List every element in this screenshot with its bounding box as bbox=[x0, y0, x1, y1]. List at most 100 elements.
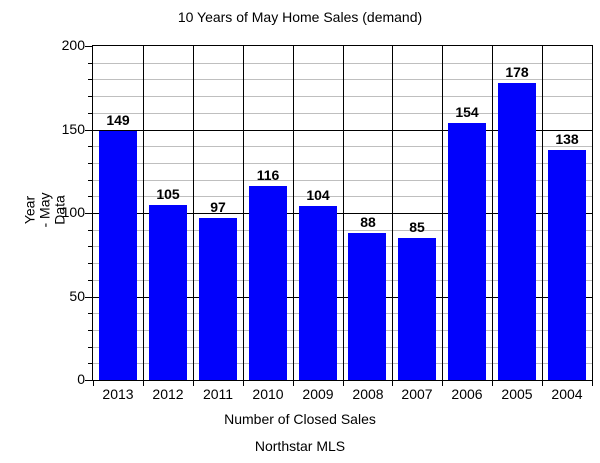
x-tick-label-2008: 2008 bbox=[352, 386, 384, 402]
y-tick-label: 150 bbox=[61, 121, 85, 137]
category-gridline bbox=[492, 46, 493, 380]
minor-gridline bbox=[93, 230, 592, 231]
minor-gridline bbox=[93, 146, 592, 147]
minor-gridline bbox=[93, 96, 592, 97]
minor-gridline bbox=[93, 246, 592, 247]
x-tick bbox=[592, 381, 593, 386]
bar-2005 bbox=[498, 83, 536, 380]
minor-gridline bbox=[93, 196, 592, 197]
y-minor-tick bbox=[88, 363, 93, 364]
y-major-tick bbox=[85, 297, 93, 298]
bar-value-label: 105 bbox=[156, 186, 180, 202]
bar-2010 bbox=[249, 186, 287, 380]
major-gridline bbox=[93, 297, 592, 298]
bar-value-label: 149 bbox=[106, 112, 130, 128]
y-major-tick bbox=[85, 213, 93, 214]
y-tick-label: 50 bbox=[69, 288, 85, 304]
category-gridline bbox=[542, 46, 543, 380]
bar-value-label: 85 bbox=[409, 219, 425, 235]
x-tick bbox=[343, 381, 344, 386]
category-gridline bbox=[143, 46, 144, 380]
minor-gridline bbox=[93, 79, 592, 80]
x-tick-label-2010: 2010 bbox=[252, 386, 284, 402]
minor-gridline bbox=[93, 347, 592, 348]
major-gridline bbox=[93, 213, 592, 214]
y-minor-tick bbox=[88, 330, 93, 331]
x-tick-label-2013: 2013 bbox=[102, 386, 134, 402]
minor-gridline bbox=[93, 363, 592, 364]
y-tick-label: 200 bbox=[61, 37, 85, 53]
x-tick-label-2011: 2011 bbox=[202, 386, 234, 402]
bar-value-label: 88 bbox=[360, 214, 376, 230]
x-tick-label-2006: 2006 bbox=[451, 386, 483, 402]
category-gridline bbox=[193, 46, 194, 380]
x-tick bbox=[293, 381, 294, 386]
x-tick bbox=[243, 381, 244, 386]
minor-gridline bbox=[93, 63, 592, 64]
x-tick-label-2007: 2007 bbox=[401, 386, 433, 402]
y-minor-tick bbox=[88, 163, 93, 164]
category-gridline bbox=[293, 46, 294, 380]
category-gridline bbox=[392, 46, 393, 380]
y-minor-tick bbox=[88, 196, 93, 197]
bar-value-label: 138 bbox=[555, 131, 579, 147]
major-gridline bbox=[93, 130, 592, 131]
y-minor-tick bbox=[88, 280, 93, 281]
bar-value-label: 154 bbox=[455, 104, 479, 120]
y-tick-label: 100 bbox=[61, 204, 85, 220]
minor-gridline bbox=[93, 280, 592, 281]
bar-2004 bbox=[548, 150, 586, 380]
bar-value-label: 178 bbox=[505, 64, 529, 80]
y-minor-tick bbox=[88, 246, 93, 247]
x-tick-label-2012: 2012 bbox=[152, 386, 184, 402]
minor-gridline bbox=[93, 330, 592, 331]
x-tick-label-2005: 2005 bbox=[501, 386, 533, 402]
bar-value-label: 104 bbox=[306, 187, 330, 203]
y-minor-tick bbox=[88, 146, 93, 147]
minor-gridline bbox=[93, 263, 592, 264]
bar-value-label: 97 bbox=[210, 199, 226, 215]
y-minor-tick bbox=[88, 96, 93, 97]
bar-2013 bbox=[99, 131, 137, 380]
bar-2006 bbox=[448, 123, 486, 380]
y-major-tick bbox=[85, 130, 93, 131]
y-major-tick bbox=[85, 380, 93, 381]
y-minor-tick bbox=[88, 180, 93, 181]
bar-value-label: 116 bbox=[256, 167, 280, 183]
chart-footer: Northstar MLS bbox=[254, 438, 346, 454]
minor-gridline bbox=[93, 163, 592, 164]
bar-2007 bbox=[398, 238, 436, 380]
x-axis-label: Number of Closed Sales bbox=[224, 411, 376, 427]
y-minor-tick bbox=[88, 230, 93, 231]
y-minor-tick bbox=[88, 263, 93, 264]
bar-2011 bbox=[199, 218, 237, 380]
minor-gridline bbox=[93, 113, 592, 114]
bar-2009 bbox=[299, 206, 337, 380]
chart-title: 10 Years of May Home Sales (demand) bbox=[177, 9, 423, 25]
y-minor-tick bbox=[88, 113, 93, 114]
minor-gridline bbox=[93, 180, 592, 181]
x-tick bbox=[492, 381, 493, 386]
x-tick-label-2009: 2009 bbox=[302, 386, 334, 402]
x-tick bbox=[193, 381, 194, 386]
y-tick-label: 0 bbox=[77, 371, 85, 387]
x-tick bbox=[442, 381, 443, 386]
x-tick bbox=[542, 381, 543, 386]
x-tick bbox=[93, 381, 94, 386]
y-minor-tick bbox=[88, 347, 93, 348]
bar-2012 bbox=[149, 205, 187, 380]
plot-area: 149 105 97 116 104 88 85 154 178 138 bbox=[92, 45, 593, 381]
y-major-tick bbox=[85, 46, 93, 47]
bar-2008 bbox=[348, 233, 386, 380]
minor-gridline bbox=[93, 313, 592, 314]
x-tick bbox=[392, 381, 393, 386]
category-gridline bbox=[343, 46, 344, 380]
y-minor-tick bbox=[88, 313, 93, 314]
category-gridline bbox=[243, 46, 244, 380]
category-gridline bbox=[442, 46, 443, 380]
y-minor-tick bbox=[88, 63, 93, 64]
x-tick bbox=[143, 381, 144, 386]
y-minor-tick bbox=[88, 79, 93, 80]
x-tick-label-2004: 2004 bbox=[551, 386, 583, 402]
